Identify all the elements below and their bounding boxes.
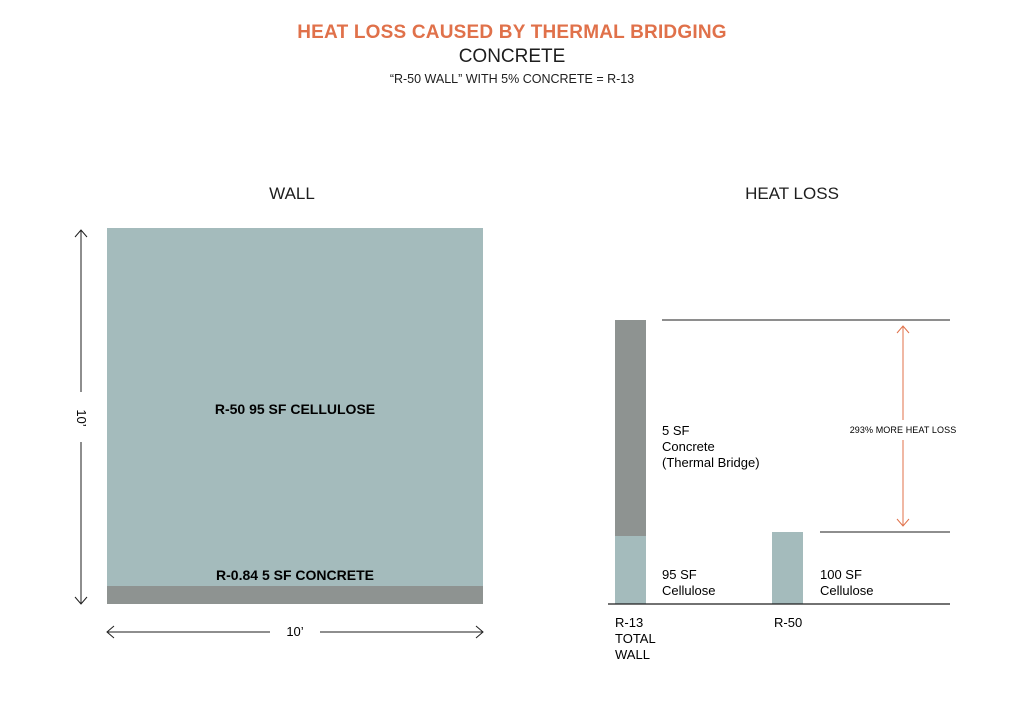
heat-loss-section-title: HEAT LOSS: [745, 184, 839, 203]
bar2-cellulose-segment: [772, 532, 803, 604]
wall-height-label: 10’: [74, 409, 89, 426]
bar1-axis-label-line3: WALL: [615, 647, 650, 662]
bar2-cellulose-label-line2: Cellulose: [820, 583, 873, 598]
bar1-concrete-segment: [615, 320, 646, 536]
wall-section-title: WALL: [269, 184, 315, 203]
wall-cellulose-area: [107, 228, 483, 586]
wall-width-label: 10’: [286, 624, 303, 639]
bar1-cellulose-label-line1: 95 SF: [662, 567, 697, 582]
wall-height-dimension: [74, 229, 88, 605]
page-subtitle: CONCRETE: [458, 46, 566, 67]
wall-concrete-strip: [107, 586, 483, 604]
bar1-concrete-label-line1: 5 SF: [662, 423, 690, 438]
bar2-axis-label: R-50: [774, 615, 802, 630]
bar1-axis-label-line1: R-13: [615, 615, 643, 630]
bar2-cellulose-label-line1: 100 SF: [820, 567, 862, 582]
page-title: HEAT LOSS CAUSED BY THERMAL BRIDGING: [297, 22, 727, 43]
heat-loss-comparison-label: 293% MORE HEAT LOSS: [850, 425, 957, 435]
bar1-cellulose-segment: [615, 536, 646, 604]
bar1-concrete-label-line2: Concrete: [662, 439, 715, 454]
bar1-cellulose-label-line2: Cellulose: [662, 583, 715, 598]
bar1-concrete-label-line3: (Thermal Bridge): [662, 455, 760, 470]
page-caption: “R-50 WALL” WITH 5% CONCRETE = R-13: [389, 72, 635, 86]
heat-loss-difference-arrow: [896, 325, 910, 527]
wall-cellulose-label: R-50 95 SF CELLULOSE: [215, 401, 375, 417]
wall-width-dimension: [106, 625, 484, 639]
wall-concrete-label: R-0.84 5 SF CONCRETE: [216, 567, 374, 583]
bar1-axis-label-line2: TOTAL: [615, 631, 656, 646]
